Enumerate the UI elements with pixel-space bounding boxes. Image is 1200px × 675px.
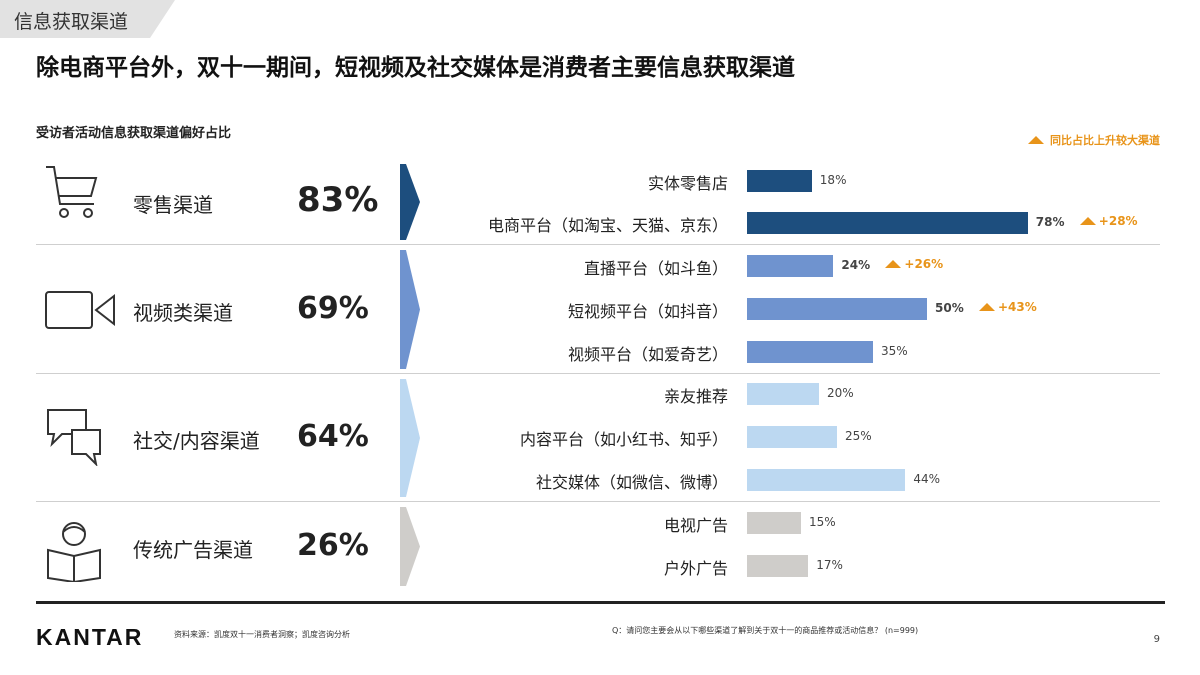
- bar: [747, 469, 906, 491]
- group-chevron-shape: [400, 250, 420, 369]
- question-note: Q：请问您主要会从以下哪些渠道了解到关于双十一的商品推荐或活动信息？ (n=99…: [612, 626, 919, 635]
- group-chevron: [400, 507, 420, 586]
- section-tag: 信息获取渠道: [0, 0, 175, 38]
- legend-label: 同比占比上升较大渠道: [1050, 134, 1160, 147]
- change-badge: +26%: [885, 257, 943, 271]
- section-tag-label: 信息获取渠道: [14, 11, 129, 33]
- group-chevron: [400, 379, 420, 497]
- bar-value: 20%: [827, 386, 854, 400]
- bar-value: 50%: [935, 301, 964, 315]
- bar-value: 24%: [841, 258, 871, 272]
- bar-value: 15%: [809, 515, 836, 529]
- source-note: 资料来源：凯度双十一消费者洞察；凯度咨询分析: [174, 630, 350, 639]
- bar-label: 电商平台（如淘宝、天猫、京东）: [487, 216, 728, 235]
- change-value: +26%: [904, 257, 944, 271]
- shopping-cart-icon: [46, 166, 98, 218]
- bar-label: 视频平台（如爱奇艺）: [567, 345, 728, 364]
- triangle-up-icon: [1028, 136, 1044, 144]
- chat-bubbles-icon: [47, 409, 101, 466]
- triangle-up-icon: [979, 303, 995, 311]
- group-chevron: [400, 250, 420, 369]
- group-chevron-shape: [400, 379, 420, 497]
- bar-label: 社交媒体（如微信、微博）: [535, 473, 728, 492]
- bar-label: 电视广告: [663, 516, 728, 535]
- newspaper-reader-icon: [47, 522, 101, 582]
- bar: [747, 170, 812, 192]
- group-percent: 83%: [297, 180, 379, 220]
- change-badge: +28%: [1079, 214, 1138, 228]
- group-chevron: [400, 164, 420, 240]
- group-divider: [36, 244, 1160, 245]
- legend: 同比占比上升较大渠道: [1028, 132, 1160, 148]
- bar-label: 内容平台（如小红书、知乎）: [519, 430, 728, 449]
- bar-label: 亲友推荐: [663, 387, 728, 406]
- page-title: 除电商平台外，双十一期间，短视频及社交媒体是消费者主要信息获取渠道: [36, 55, 795, 81]
- bar-value: 25%: [845, 429, 872, 443]
- bar-value: 17%: [816, 558, 843, 572]
- bar-value: 35%: [881, 344, 908, 358]
- group-percent: 69%: [297, 290, 369, 326]
- change-value: +28%: [1098, 214, 1138, 228]
- change-value: +43%: [998, 300, 1037, 314]
- bar: [747, 383, 819, 405]
- bar: [747, 298, 927, 320]
- bar-label: 户外广告: [663, 559, 728, 578]
- bar: [747, 212, 1028, 234]
- bar-value: 44%: [913, 472, 941, 486]
- page-number: 9: [1153, 634, 1160, 645]
- group-chevron-shape: [400, 507, 420, 586]
- bar-label: 短视频平台（如抖音）: [567, 302, 728, 321]
- bar: [747, 426, 837, 448]
- triangle-up-icon: [885, 260, 902, 268]
- group-divider: [36, 373, 1160, 374]
- group-name: 社交/内容渠道: [133, 429, 260, 453]
- bar: [747, 512, 801, 534]
- bar-label: 实体零售店: [647, 174, 728, 193]
- group-percent: 26%: [297, 527, 369, 563]
- bar-label: 直播平台（如斗鱼）: [583, 259, 728, 278]
- bar-value: 18%: [819, 173, 847, 187]
- group-percent: 64%: [297, 419, 369, 454]
- bar: [747, 341, 873, 363]
- bar-value: 78%: [1035, 215, 1065, 229]
- group-name: 视频类渠道: [133, 300, 233, 325]
- bar: [747, 555, 809, 577]
- group-chevron-shape: [400, 164, 420, 240]
- chart-subtitle: 受访者活动信息获取渠道偏好占比: [36, 126, 232, 141]
- group-name: 零售渠道: [133, 193, 213, 217]
- video-camera-icon: [45, 291, 115, 329]
- footer-rule: [36, 601, 1165, 604]
- bar: [747, 255, 834, 277]
- group-name: 传统广告渠道: [133, 537, 253, 562]
- group-divider: [36, 501, 1160, 502]
- triangle-up-icon: [1079, 217, 1096, 225]
- change-badge: +43%: [979, 300, 1037, 314]
- kantar-logo: KANTAR: [36, 624, 144, 650]
